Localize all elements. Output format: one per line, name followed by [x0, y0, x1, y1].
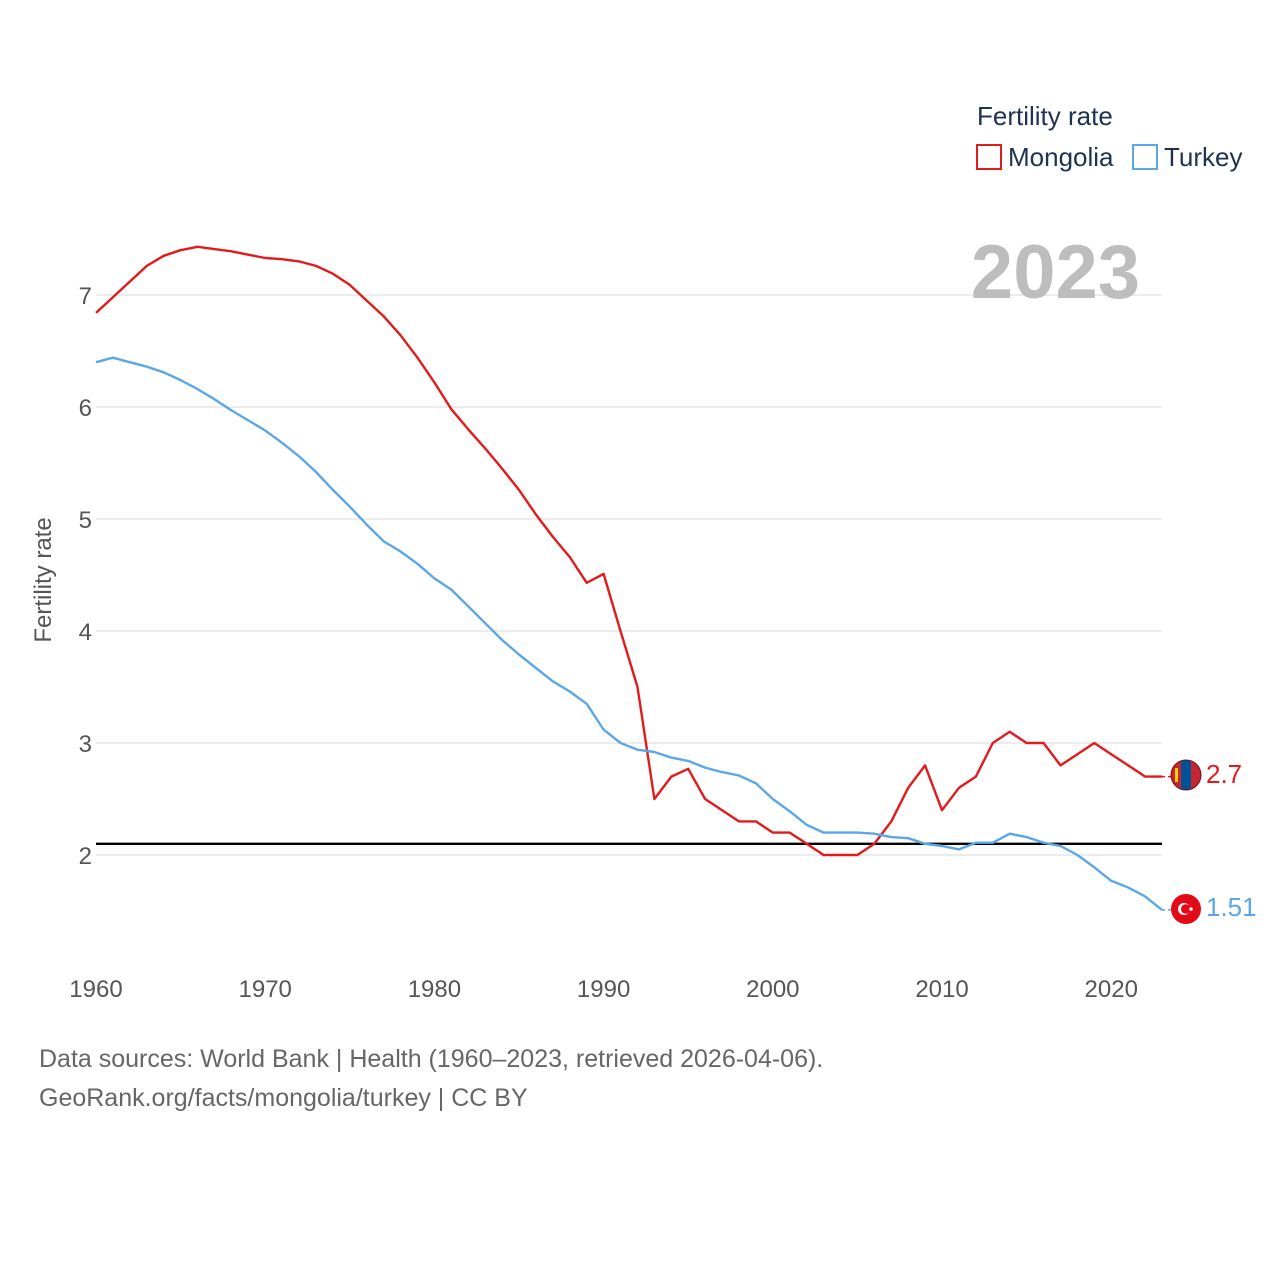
y-axis-label: Fertility rate	[30, 517, 57, 642]
legend-label-mongolia: Mongolia	[1008, 142, 1114, 172]
series-line-turkey	[95, 356, 1163, 911]
legend: Fertility rate Mongolia Turkey	[976, 101, 1243, 172]
x-tick-label: 2000	[746, 976, 799, 1003]
series-line-mongolia	[95, 245, 1162, 857]
x-tick-label: 1960	[69, 976, 122, 1003]
x-tick-label: 2010	[915, 976, 968, 1003]
y-tick-label: 4	[79, 619, 92, 646]
legend-title: Fertility rate	[977, 101, 1113, 131]
year-badge: 2023	[971, 230, 1140, 315]
turkey-flag-icon	[1171, 894, 1201, 924]
source-link[interactable]: GeoRank.org/facts/mongolia/turkey | CC B…	[39, 1084, 528, 1112]
y-tick-label: 5	[79, 507, 92, 534]
x-tick-label: 2020	[1085, 976, 1138, 1003]
data-source-note: Data sources: World Bank | Health (1960–…	[39, 1045, 824, 1073]
mongolia-end-value: 2.7	[1206, 759, 1242, 789]
turkey-end-value: 1.51	[1206, 892, 1257, 922]
gridlines	[96, 294, 1162, 856]
footer: Data sources: World Bank | Health (1960–…	[39, 1040, 823, 1118]
mongolia-flag-icon	[1171, 760, 1201, 790]
y-tick-label: 6	[79, 395, 92, 422]
x-tick-label: 1980	[408, 976, 461, 1003]
x-axis-ticks: 1960 1970 1980 1990 2000 2010 2020	[69, 976, 1138, 1003]
y-axis-ticks: 2 3 4 5 6 7	[79, 283, 92, 870]
x-tick-label: 1990	[577, 976, 630, 1003]
legend-label-turkey: Turkey	[1164, 142, 1243, 172]
y-tick-label: 7	[79, 283, 92, 310]
y-tick-label: 2	[79, 843, 92, 870]
legend-swatch-mongolia	[976, 144, 1002, 170]
mongolia-marker-outline	[1170, 759, 1202, 791]
y-tick-label: 3	[79, 731, 92, 758]
legend-swatch-turkey	[1132, 144, 1158, 170]
series-lines	[95, 245, 1172, 911]
x-tick-label: 1970	[239, 976, 292, 1003]
